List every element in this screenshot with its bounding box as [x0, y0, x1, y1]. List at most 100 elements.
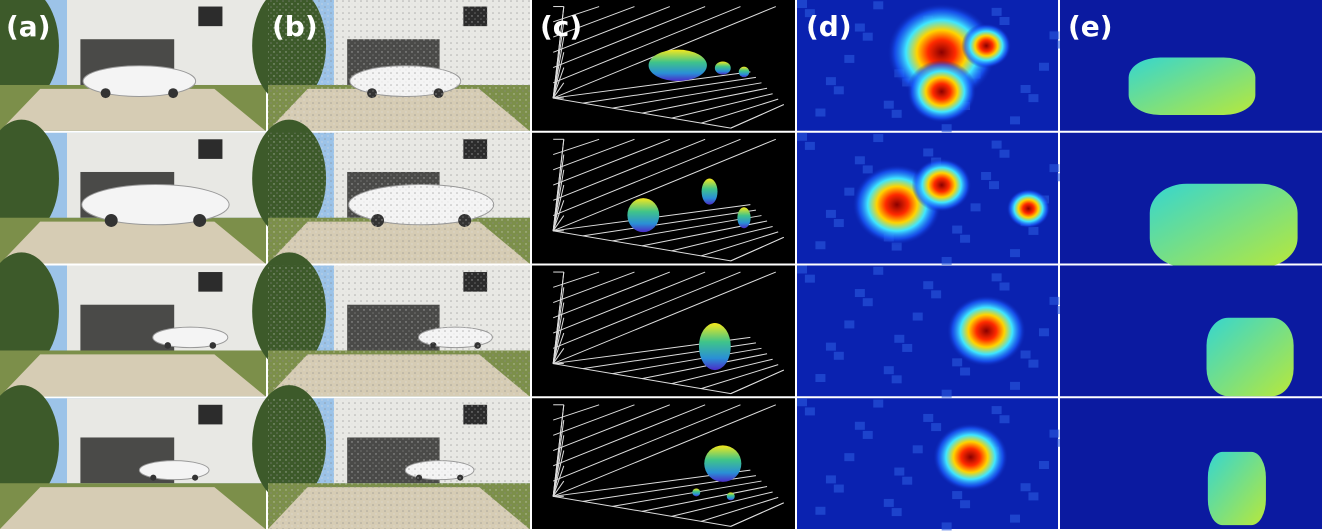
wheel [192, 475, 198, 481]
point-cloud [727, 492, 735, 500]
speckle [834, 352, 844, 360]
speckle [1021, 483, 1031, 491]
speckle [797, 0, 807, 8]
panel-label: (d) [806, 10, 852, 43]
point-cloud [627, 198, 659, 232]
speckle [931, 423, 941, 431]
speckle [855, 156, 865, 164]
speckle [894, 335, 904, 343]
speckle [1021, 85, 1031, 93]
panel-label: (a) [6, 10, 51, 43]
mask [1207, 318, 1294, 396]
speckle [923, 148, 933, 156]
noise [268, 133, 530, 264]
speckle [1049, 164, 1059, 172]
car [82, 185, 229, 225]
speckle [942, 390, 952, 398]
point-cloud [649, 50, 707, 81]
speckle [923, 281, 933, 289]
speckle [1049, 430, 1059, 438]
speckle [892, 508, 902, 516]
speckle [844, 453, 854, 461]
car [153, 327, 228, 348]
speckle [844, 55, 854, 63]
wheel [193, 214, 206, 227]
speckle [863, 298, 873, 306]
page: (a) (b) (c) (d) (e) (() => { const data … [0, 0, 1324, 531]
point-cloud [692, 488, 700, 496]
bg [1060, 398, 1322, 529]
wheel [105, 214, 118, 227]
speckle [834, 86, 844, 94]
speckle [960, 235, 970, 243]
wheel [150, 475, 156, 481]
speckle [815, 241, 825, 249]
speckle [873, 267, 883, 275]
heat-spot [912, 158, 972, 212]
speckle [942, 124, 952, 132]
window [198, 139, 222, 159]
noise [268, 266, 530, 397]
speckle [952, 358, 962, 366]
point-cloud [704, 445, 741, 482]
point-cloud [739, 67, 750, 77]
speckle [942, 257, 952, 265]
speckle [834, 219, 844, 227]
speckle [1010, 515, 1020, 523]
speckle [815, 374, 825, 382]
window [198, 7, 222, 27]
point-cloud [715, 61, 731, 74]
heat-spot [1006, 189, 1050, 229]
wheel [209, 342, 216, 349]
speckle [942, 522, 952, 530]
speckle [902, 344, 912, 352]
speckle [1010, 382, 1020, 390]
speckle [992, 141, 1002, 149]
window [198, 272, 222, 292]
speckle [894, 468, 904, 476]
speckle [992, 273, 1002, 281]
heat-spot [961, 23, 1011, 68]
speckle [1049, 297, 1059, 305]
speckle [902, 477, 912, 485]
speckle [826, 343, 836, 351]
speckle [1010, 116, 1020, 124]
bg [532, 133, 795, 264]
point-cloud [702, 179, 718, 205]
speckle [863, 431, 873, 439]
speckle [873, 1, 883, 9]
speckle [855, 24, 865, 32]
speckle [1039, 461, 1049, 469]
speckle [913, 313, 923, 321]
speckle [1028, 94, 1038, 102]
speckle [1000, 17, 1010, 25]
speckle [863, 33, 873, 41]
speckle [797, 398, 807, 406]
panel-label: (e) [1068, 10, 1113, 43]
speckle [923, 414, 933, 422]
speckle [952, 226, 962, 234]
speckle [855, 422, 865, 430]
speckle [1021, 350, 1031, 358]
speckle [1000, 282, 1010, 290]
speckle [844, 188, 854, 196]
noise [268, 398, 530, 529]
speckle [952, 491, 962, 499]
speckle [884, 499, 894, 507]
figure: (a) (b) (c) (d) (e) [0, 0, 1324, 531]
speckle [797, 133, 807, 141]
panel-label: (b) [272, 10, 318, 43]
wheel [101, 88, 111, 98]
speckle [971, 203, 981, 211]
speckle [931, 290, 941, 298]
speckle [884, 101, 894, 109]
speckle [892, 375, 902, 383]
panel-label: (c) [540, 10, 582, 43]
speckle [892, 110, 902, 118]
speckle [797, 266, 807, 274]
wheel [164, 342, 171, 349]
bg [532, 398, 795, 529]
speckle [992, 8, 1002, 16]
speckle [826, 210, 836, 218]
cells [0, 0, 1322, 530]
